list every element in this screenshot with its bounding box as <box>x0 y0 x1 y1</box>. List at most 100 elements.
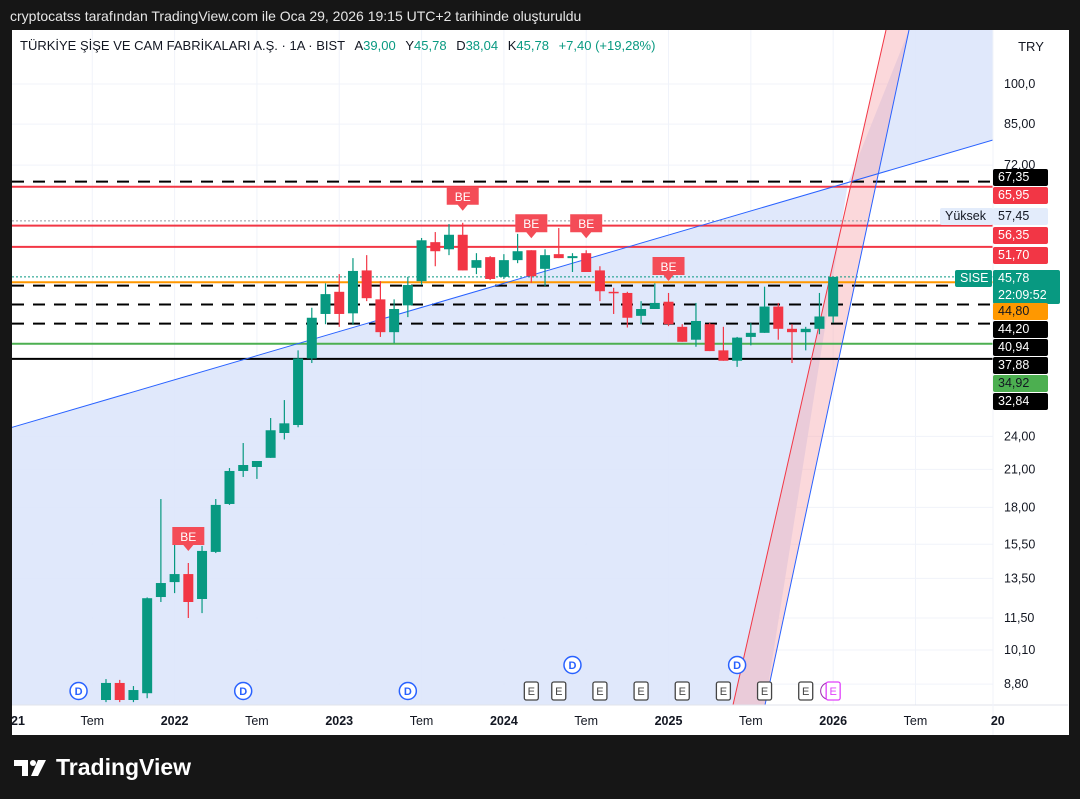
be-marker-label: BE <box>578 217 594 231</box>
time-axis-label: 21 <box>11 714 25 728</box>
candle-body <box>347 270 358 314</box>
dividend-marker <box>233 681 253 701</box>
be-marker <box>446 186 479 211</box>
candle-body <box>169 574 180 583</box>
candle-body <box>594 270 605 292</box>
low-label: D <box>456 38 466 53</box>
dividend-marker-label: D <box>569 660 577 672</box>
candle-body <box>224 470 235 504</box>
dividend-marker <box>727 655 747 675</box>
candle-body <box>690 320 701 340</box>
price-level-label: 67,35 <box>993 169 1048 186</box>
be-marker-label: BE <box>523 217 539 231</box>
candle-body <box>567 256 578 259</box>
candle-body <box>814 316 825 329</box>
red-channel-fill <box>733 30 909 705</box>
time-axis-label: Tem <box>80 714 104 728</box>
change-value: +7,40 (+19,28%) <box>558 38 656 53</box>
price-tick-label: 11,50 <box>1004 611 1034 625</box>
candle-body <box>293 358 304 425</box>
time-axis-label: Tem <box>739 714 763 728</box>
earnings-marker <box>798 681 814 701</box>
candle-body <box>787 328 797 333</box>
plot-area: BE BE BE BE BE D D D D D E E E E E E E E E <box>12 30 993 705</box>
candle-body <box>540 255 551 269</box>
candle-body <box>800 328 811 333</box>
candle-body <box>677 326 688 342</box>
time-axis-label: Tem <box>245 714 269 728</box>
price-level-tag: SISE <box>955 270 992 287</box>
high-value: 45,78 <box>414 38 447 53</box>
trend-line <box>764 30 910 705</box>
candle-body <box>759 306 770 333</box>
candle-body <box>251 461 262 467</box>
open-value: 39,00 <box>363 38 396 53</box>
dividend-marker-label: D <box>404 686 412 698</box>
price-level-label: 45,78 22:09:52 <box>993 270 1060 304</box>
trend-line <box>732 30 887 705</box>
candle-body <box>430 242 441 252</box>
tradingview-logo: TradingView <box>14 754 191 781</box>
price-level-label: 44,80 <box>993 303 1048 320</box>
candle-body <box>471 260 482 268</box>
candle-body <box>279 423 290 433</box>
price-level-label: 65,95 <box>993 187 1048 204</box>
time-axis-label: 2026 <box>819 714 847 728</box>
price-tick-label: 21,00 <box>1004 462 1035 476</box>
close-value: 45,78 <box>516 38 549 53</box>
earnings-marker <box>825 681 841 701</box>
price-tick-label: 85,00 <box>1004 117 1035 131</box>
candle-body <box>444 234 454 250</box>
earnings-marker <box>523 681 539 701</box>
candle-body <box>622 292 633 318</box>
candle-body <box>402 285 413 306</box>
price-tick-label: 8,80 <box>1004 677 1028 691</box>
price-tick-label: 72,00 <box>1004 158 1035 172</box>
time-axis-label: 2024 <box>490 714 518 728</box>
candle-body <box>773 306 784 329</box>
candle-body <box>416 240 427 282</box>
price-level-label: 37,88 <box>993 357 1048 374</box>
price-tick-label: 18,00 <box>1004 500 1035 514</box>
price-level-label: 44,20 <box>993 321 1048 338</box>
earnings-marker-label: E <box>829 686 836 698</box>
price-level-label: 51,70 <box>993 247 1048 264</box>
earnings-marker-label: E <box>555 686 562 698</box>
time-axis-label: 20 <box>991 714 1005 728</box>
price-level-label: 57,45 <box>993 208 1048 225</box>
candle-body <box>608 291 619 294</box>
earnings-marker <box>674 681 690 701</box>
candle-body <box>581 253 592 272</box>
chart-caption: cryptocatss tarafından TradingView.com i… <box>10 8 582 24</box>
candle-body <box>320 294 331 314</box>
earnings-marker-label: E <box>761 686 768 698</box>
candle-body <box>361 270 372 299</box>
earnings-marker-label: E <box>679 686 686 698</box>
candle-body <box>745 332 756 337</box>
low-value: 38,04 <box>465 38 499 53</box>
candle-body <box>101 682 111 701</box>
candle-body <box>389 309 400 333</box>
price-level-label: 32,84 <box>993 393 1048 410</box>
symbol-legend: TÜRKİYE ŞİŞE VE CAM FABRİKALARI A.Ş. · 1… <box>20 38 655 53</box>
price-tick-label: 15,50 <box>1004 537 1035 551</box>
currency-button[interactable]: TRY <box>996 34 1066 60</box>
dividend-marker <box>563 655 582 675</box>
earnings-marker-label: E <box>720 686 727 698</box>
price-tick-label: 13,50 <box>1004 571 1035 585</box>
candle-body <box>197 550 208 599</box>
trend-line <box>12 139 993 428</box>
candle-body <box>375 299 386 333</box>
candle-body <box>718 350 729 361</box>
be-marker-label: BE <box>661 260 677 274</box>
symbol-name[interactable]: TÜRKİYE ŞİŞE VE CAM FABRİKALARI A.Ş. · 1… <box>20 38 345 53</box>
candle-body <box>142 598 153 694</box>
time-axis-label: Tem <box>410 714 434 728</box>
high-label: Y <box>405 38 415 53</box>
candle-body <box>183 574 194 602</box>
time-axis-label: 2023 <box>325 714 353 728</box>
earnings-marker-label: E <box>637 686 644 698</box>
earnings-marker-label: E <box>596 686 603 698</box>
earnings-marker-label: E <box>802 686 809 698</box>
